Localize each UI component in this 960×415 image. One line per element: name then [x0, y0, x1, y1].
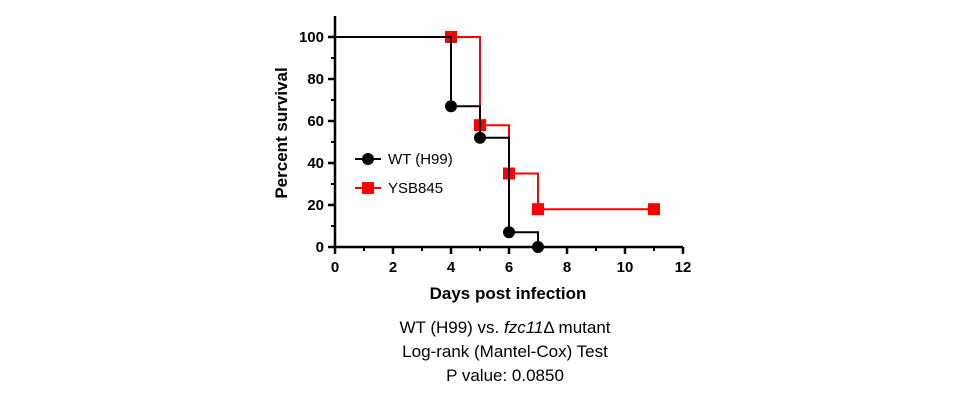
series-ysb845: [445, 31, 660, 216]
x-tick-label: 12: [675, 259, 692, 276]
legend-item-wt-h99: WT (H99): [355, 151, 453, 168]
x-tick-label: 2: [389, 259, 397, 276]
chart-ticks: 0 2 4 6 8 10 12 0 20 40 60 80 100: [299, 29, 691, 276]
caption-comparison-suffix: Δ mutant: [543, 318, 611, 337]
caption-gene-name: fzc11: [504, 318, 544, 337]
caption-comparison-prefix: WT (H99) vs.: [399, 318, 505, 337]
x-tick-label: 8: [563, 259, 571, 276]
x-tick-label: 6: [505, 259, 513, 276]
data-point-wt-h99: [474, 131, 486, 144]
legend-label: WT (H99): [388, 151, 453, 168]
y-tick-label: 20: [307, 197, 324, 214]
x-axis-title: Days post infection: [430, 284, 587, 303]
y-tick-label: 0: [316, 239, 324, 256]
data-point-ysb845: [648, 203, 660, 216]
x-tick-label: 4: [447, 259, 456, 276]
survival-chart: 0 2 4 6 8 10 12 0 20 40 60 80 100 WT (H99) YSB845 Day…: [272, 16, 691, 303]
y-axis-title: Percent survival: [272, 67, 291, 198]
legend-swatch-marker: [362, 153, 374, 165]
chart-caption: WT (H99) vs. fzc11Δ mutant Log-rank (Man…: [330, 316, 680, 388]
y-tick-label: 60: [307, 113, 324, 130]
caption-test-name: Log-rank (Mantel-Cox) Test: [402, 342, 608, 361]
data-point-ysb845: [532, 203, 544, 216]
caption-comparison: WT (H99) vs. fzc11Δ mutant: [330, 316, 680, 340]
y-tick-label: 100: [299, 29, 324, 46]
legend-item-ysb845: YSB845: [355, 180, 443, 197]
series-wt-h99: [335, 36, 544, 253]
x-tick-label: 0: [331, 259, 339, 276]
legend-label: YSB845: [388, 180, 443, 197]
caption-p-value: P value: 0.0850: [446, 366, 564, 385]
y-tick-label: 80: [307, 71, 324, 88]
data-point-wt-h99: [445, 100, 457, 113]
chart-series: [335, 31, 660, 253]
data-point-wt-h99: [503, 226, 515, 239]
data-point-wt-h99: [532, 241, 544, 253]
legend-swatch-marker: [362, 182, 374, 194]
chart-legend: WT (H99) YSB845: [355, 151, 453, 197]
x-tick-label: 10: [617, 259, 634, 276]
y-tick-label: 40: [307, 155, 324, 172]
series-line-wt-h99: [335, 36, 539, 247]
